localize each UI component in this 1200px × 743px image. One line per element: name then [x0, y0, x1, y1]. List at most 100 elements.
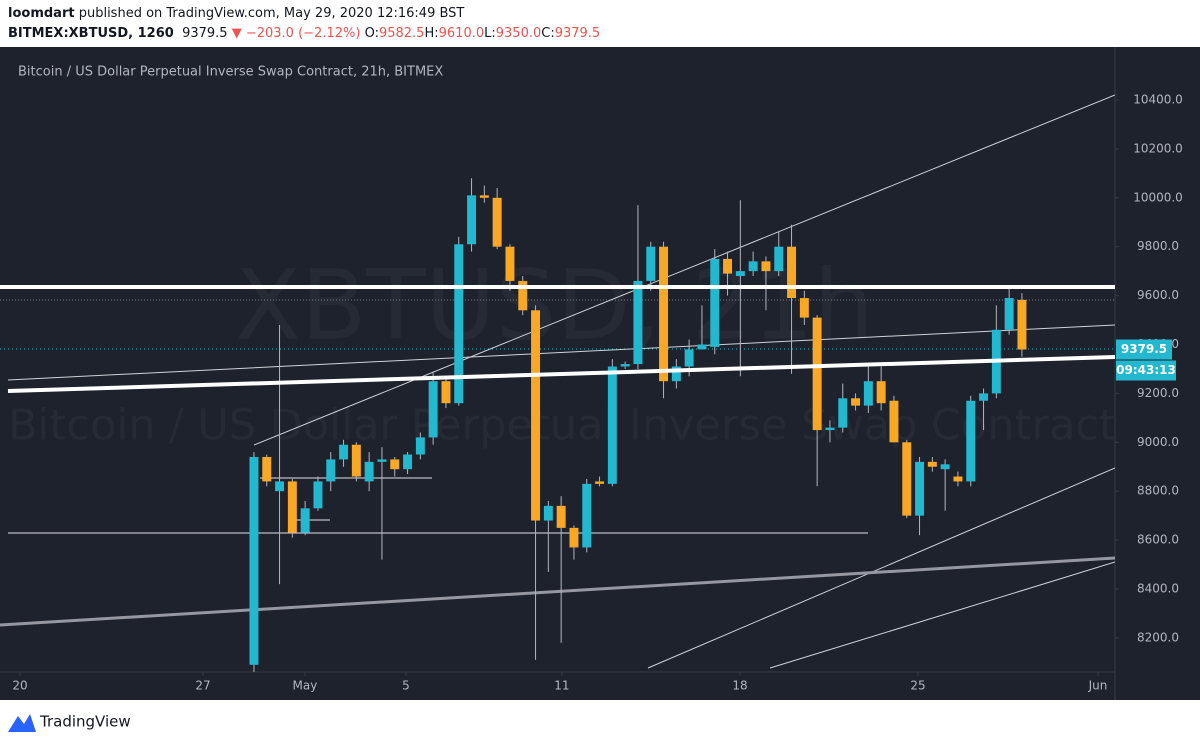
candle-body	[1017, 299, 1027, 350]
axes: 8200.08400.08600.08800.09000.09200.09400…	[12, 93, 1182, 693]
chart-title: Bitcoin / US Dollar Perpetual Inverse Sw…	[18, 65, 443, 80]
logo	[8, 714, 36, 732]
candle-body	[326, 459, 336, 482]
candle-body	[633, 280, 643, 365]
trend-line	[0, 556, 1115, 627]
candle-body	[646, 246, 656, 281]
candle-body	[825, 427, 835, 431]
brand: TradingView	[39, 713, 131, 731]
candle-body	[390, 459, 400, 470]
ohlc-value: 9582.5	[378, 26, 425, 41]
candle-body	[761, 261, 771, 272]
countdown: 09:43:13	[1116, 363, 1176, 377]
trend-line	[253, 94, 1115, 446]
header: loomdart published on TradingView.com, M…	[8, 4, 600, 44]
candle-body	[966, 400, 976, 482]
candle-body	[595, 481, 605, 484]
candle-body	[607, 366, 617, 484]
candle-body	[377, 459, 387, 462]
candle-body	[735, 271, 745, 277]
x-tick-label: 25	[910, 679, 925, 693]
candle-body	[671, 366, 681, 382]
candle-body	[505, 246, 515, 281]
candle-body	[300, 508, 310, 533]
candle-body	[723, 258, 733, 274]
candle-body	[518, 280, 528, 311]
drawings	[0, 94, 1115, 669]
y-tick-label: 10200.0	[1133, 141, 1183, 155]
ohlc-label: O:	[364, 26, 379, 41]
watermark: Bitcoin / US Dollar Perpetual Inverse Sw…	[8, 401, 1116, 451]
candle-body	[249, 456, 259, 665]
candle-body	[940, 464, 950, 470]
candle-body	[1004, 298, 1014, 330]
candle-body	[339, 444, 349, 460]
candles	[249, 178, 1027, 672]
x-tick-label: 20	[12, 679, 27, 693]
trend-line	[769, 561, 1115, 669]
published: published on TradingView.com, May 29, 20…	[78, 6, 465, 21]
x-tick-label: Jun	[1088, 679, 1108, 693]
candle-body	[710, 258, 720, 347]
candle-body	[697, 344, 707, 350]
x-tick-label: 18	[732, 679, 747, 693]
candle-body	[351, 444, 361, 477]
y-tick-label: 10000.0	[1133, 190, 1183, 204]
candle-body	[953, 476, 963, 482]
candle-body	[799, 298, 809, 318]
y-tick-label: 9200.0	[1137, 386, 1179, 400]
candle-body	[531, 310, 541, 521]
symbol-line: BITMEX:XBTUSD, 1260 9379.5 ▼ −203.0 (−2.…	[8, 24, 600, 44]
candle-body	[287, 481, 297, 533]
candle-body	[787, 246, 797, 299]
candle-body	[415, 437, 425, 455]
ohlc-label: H:	[424, 26, 439, 41]
candle-body	[684, 349, 694, 367]
candle-body	[915, 461, 925, 516]
candle-body	[889, 400, 899, 443]
candle-body	[479, 195, 489, 198]
candle-body	[851, 398, 861, 406]
symbol: BITMEX:XBTUSD, 1260	[8, 26, 174, 41]
price-label: 9379.5	[1121, 342, 1167, 356]
candle-body	[262, 456, 272, 482]
ohlc: O:9582.5H:9610.0L:9350.0C:9379.5	[365, 26, 601, 41]
x-tick-label: 11	[554, 679, 569, 693]
candle-body	[902, 442, 912, 516]
candle-body	[492, 197, 502, 247]
candle-body	[454, 244, 464, 404]
candle-body	[543, 505, 553, 521]
candle-body	[313, 481, 323, 509]
candle-body	[927, 461, 937, 467]
trend-line	[7, 355, 1115, 393]
x-tick-label: 27	[195, 679, 210, 693]
candle-body	[979, 393, 989, 401]
candle-body	[441, 381, 451, 404]
ohlc-label: C:	[541, 26, 555, 41]
candle-body	[403, 454, 413, 470]
countdown-bg	[1116, 360, 1176, 381]
price-label-bg	[1116, 339, 1172, 360]
trend-line	[7, 324, 1115, 381]
ohlc-label: L:	[484, 26, 496, 41]
x-tick-label: May	[292, 679, 317, 693]
trend-line	[647, 467, 1115, 669]
y-tick-label: 9000.0	[1137, 435, 1179, 449]
candle-body	[838, 398, 848, 428]
x-tick-label: 5	[402, 679, 410, 693]
candle-body	[569, 527, 579, 548]
y-tick-label: 8600.0	[1137, 533, 1179, 547]
candle-body	[428, 381, 438, 438]
drawings-top	[0, 285, 1115, 393]
ohlc-value: 9350.0	[495, 26, 542, 41]
candle-body	[812, 317, 822, 431]
publish-line: loomdart published on TradingView.com, M…	[8, 4, 600, 24]
y-tick-label: 8200.0	[1137, 630, 1179, 644]
y-tick-label: 9600.0	[1137, 288, 1179, 302]
ohlc-value: 9379.5	[554, 26, 601, 41]
y-tick-label: 8400.0	[1137, 581, 1179, 595]
candle-body	[364, 461, 374, 482]
candle-body	[467, 195, 477, 245]
